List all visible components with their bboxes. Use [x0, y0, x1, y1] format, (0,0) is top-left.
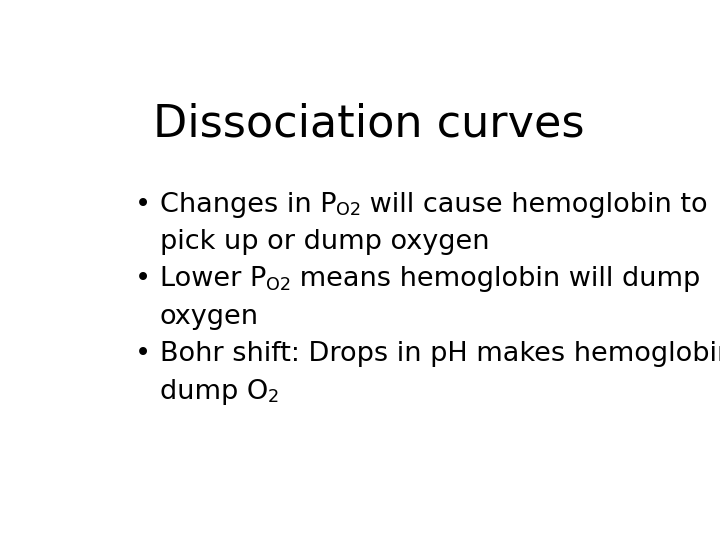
- Text: Changes in P: Changes in P: [160, 192, 336, 218]
- Text: Lower P: Lower P: [160, 266, 266, 293]
- Text: O2: O2: [266, 275, 291, 294]
- Text: oxygen: oxygen: [160, 304, 258, 330]
- Text: means hemoglobin will dump: means hemoglobin will dump: [291, 266, 701, 293]
- Text: will cause hemoglobin to: will cause hemoglobin to: [361, 192, 708, 218]
- Text: •: •: [135, 192, 150, 218]
- Text: dump O: dump O: [160, 379, 268, 404]
- Text: Dissociation curves: Dissociation curves: [153, 102, 585, 145]
- Text: pick up or dump oxygen: pick up or dump oxygen: [160, 229, 490, 255]
- Text: O2: O2: [336, 201, 361, 219]
- Text: •: •: [135, 341, 150, 367]
- Text: 2: 2: [268, 388, 279, 406]
- Text: •: •: [135, 266, 150, 293]
- Text: Bohr shift: Drops in pH makes hemoglobin: Bohr shift: Drops in pH makes hemoglobin: [160, 341, 720, 367]
